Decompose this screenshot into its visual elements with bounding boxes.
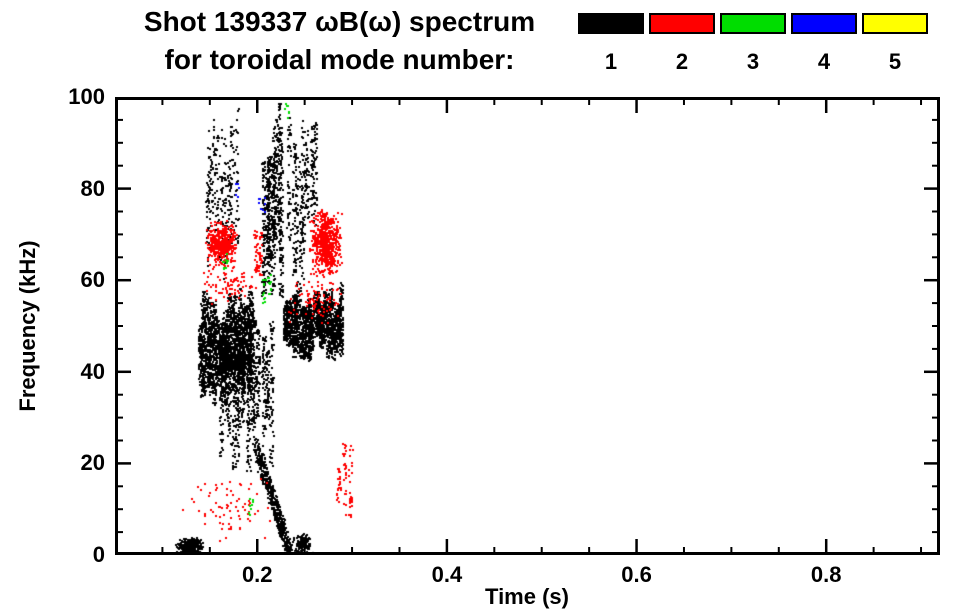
y-tick-label-80: 80 — [80, 175, 105, 201]
legend-label-mode-5: 5 — [888, 49, 902, 74]
y-tick-label-0: 0 — [92, 542, 105, 567]
x-tick-label-0.6: 0.6 — [621, 562, 652, 587]
legend-swatch-mode-5 — [862, 13, 928, 34]
legend-labels: 1 2 3 4 5 — [578, 49, 930, 75]
legend-swatch-mode-3 — [720, 13, 786, 34]
x-tick-label-0.4: 0.4 — [431, 562, 463, 587]
chart-subtitle: for toroidal mode number: — [164, 44, 515, 75]
y-tick-label-60: 60 — [80, 267, 105, 293]
chart-title: Shot 139337 ωB(ω) spectrum — [143, 6, 536, 37]
y-tick-label-100: 100 — [68, 84, 105, 109]
y-tick-label-20: 20 — [80, 450, 105, 476]
legend-swatch-mode-1 — [578, 13, 644, 34]
x-tick-label-0.8: 0.8 — [810, 562, 842, 587]
legend-label-mode-1: 1 — [604, 49, 618, 74]
legend-label-mode-4: 4 — [817, 49, 831, 74]
x-tick-label-0.2: 0.2 — [241, 562, 273, 587]
legend-label-mode-2: 2 — [675, 49, 689, 74]
y-tick-label-40: 40 — [80, 358, 105, 384]
legend-swatch-mode-4 — [791, 13, 857, 34]
y-axis-title: Frequency (kHz) — [15, 240, 40, 412]
legend-label-mode-3: 3 — [746, 49, 760, 74]
spectrogram-data-canvas — [115, 97, 940, 555]
legend-swatch-mode-2 — [649, 13, 715, 34]
x-axis-title: Time (s) — [485, 584, 569, 609]
legend — [578, 13, 930, 34]
